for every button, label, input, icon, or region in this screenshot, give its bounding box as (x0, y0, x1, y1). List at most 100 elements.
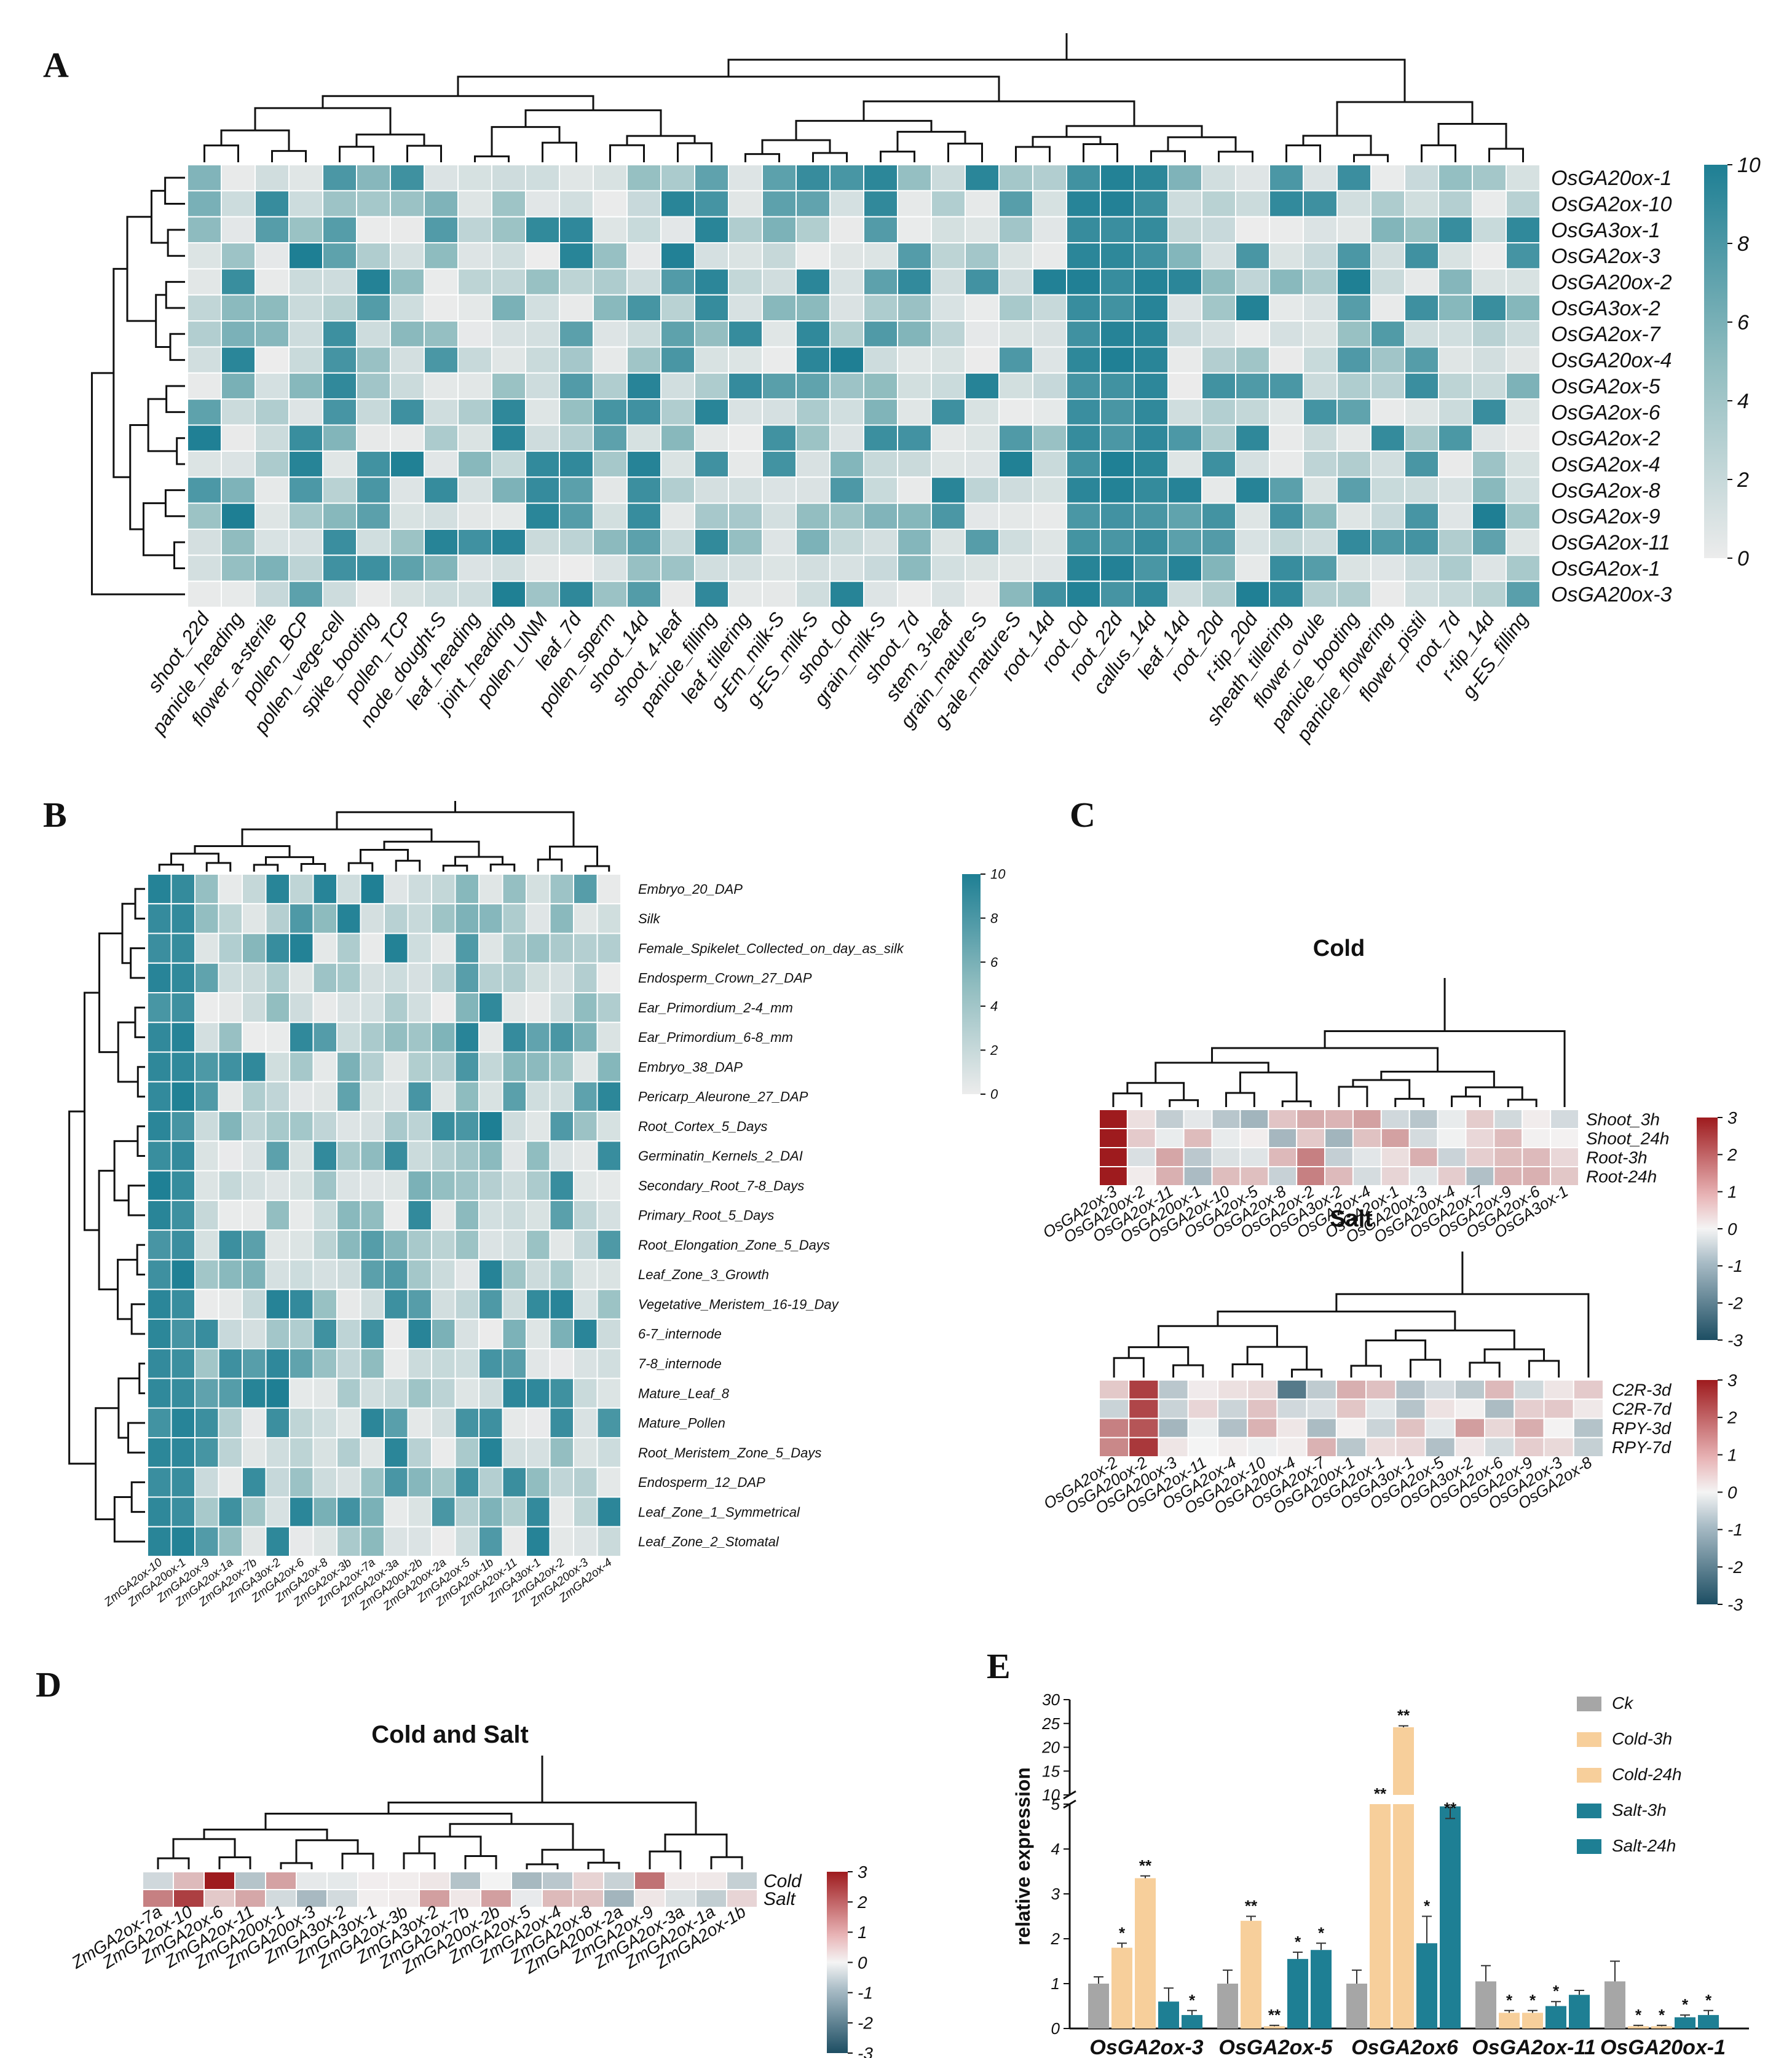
heatmap-cell (1424, 1437, 1456, 1457)
heatmap-cell (242, 1140, 267, 1172)
colorbar-label: 4 (990, 999, 998, 1014)
colorbar-label: 10 (1737, 154, 1761, 177)
heatmap-cell (288, 528, 323, 556)
heatmap-cell (502, 1081, 527, 1113)
heatmap-cell (289, 1259, 314, 1290)
heatmap-cell (289, 903, 314, 934)
heatmap-cell (357, 1889, 389, 1908)
heatmap-cell (1506, 268, 1541, 296)
heatmap-cell (218, 873, 243, 905)
bar (1605, 1981, 1625, 2028)
heatmap-cell (478, 1437, 503, 1469)
heatmap-cell (559, 554, 594, 582)
heatmap-cell (525, 294, 560, 322)
heatmap-cell (288, 320, 323, 348)
heatmap-cell (1100, 554, 1135, 582)
heatmap-cell (1100, 242, 1135, 270)
heatmap-cell (384, 1229, 409, 1261)
heatmap-cell (1247, 1379, 1278, 1400)
heatmap-cell (998, 502, 1033, 530)
heatmap-cell (424, 320, 459, 348)
heatmap-cell (1303, 294, 1338, 322)
heatmap-cell (356, 372, 391, 400)
heatmap-cell (1336, 268, 1372, 296)
heatmap-cell (289, 1407, 314, 1438)
heatmap-cell (1235, 476, 1270, 504)
column-dendrogram-branch (1167, 136, 1237, 152)
heatmap-cell (424, 268, 459, 296)
heatmap-cell (1066, 528, 1101, 556)
heatmap-cell (390, 502, 425, 530)
heatmap-cell (218, 1437, 243, 1469)
heatmap-cell (147, 1199, 172, 1231)
category-label: OsGA2ox-11 (1472, 2036, 1596, 2058)
heatmap-cell (1032, 242, 1067, 270)
heatmap-cell (255, 216, 290, 244)
bar (1569, 1995, 1590, 2028)
heatmap-cell (1438, 372, 1473, 400)
heatmap-cell (1269, 346, 1304, 374)
heatmap-cell (356, 476, 391, 504)
heatmap-cell (360, 962, 385, 994)
heatmap-cell (242, 1378, 267, 1409)
heatmap-cell (559, 580, 594, 608)
heatmap-cell (1201, 164, 1236, 192)
column-dendrogram-branch (395, 859, 421, 872)
heatmap-cell (573, 1051, 598, 1082)
heatmap-cell (1514, 1437, 1545, 1457)
heatmap-cell (1158, 1417, 1189, 1438)
heatmap-cell (1404, 554, 1439, 582)
heatmap-cell (218, 1081, 243, 1113)
heatmap-cell (360, 1170, 385, 1201)
heatmap-cell (1239, 1166, 1269, 1186)
heatmap-cell (1126, 1109, 1156, 1129)
heatmap-cell (1100, 424, 1135, 452)
column-dendrogram-branch (1336, 101, 1474, 136)
heatmap-cell (1573, 1417, 1604, 1438)
heatmap-cell (407, 1170, 432, 1201)
panel-letter-b: B (43, 795, 67, 835)
heatmap-cell (694, 424, 729, 452)
heatmap-cell (1099, 1379, 1130, 1400)
heatmap-cell (1484, 1417, 1515, 1438)
heatmap-cell (897, 242, 932, 270)
heatmap-cell (312, 1496, 337, 1528)
heatmap-cell (265, 1229, 290, 1261)
heatmap-cell (194, 1318, 219, 1350)
heatmap-cell (491, 242, 526, 270)
heatmap-cell (931, 580, 966, 608)
heatmap-cell (491, 164, 526, 192)
heatmap-cell (1404, 346, 1439, 374)
heatmap-cell (965, 268, 1000, 296)
heatmap-cell (419, 1871, 451, 1890)
column-dendrogram-branch (1291, 1368, 1323, 1378)
heatmap-cell (863, 320, 898, 348)
colorbar-label: 6 (1737, 311, 1749, 334)
colorbar-label: -1 (1727, 1520, 1743, 1539)
heatmap-cell (478, 1051, 503, 1082)
heatmap-cell (596, 1022, 622, 1053)
heatmap-cell (525, 190, 560, 218)
heatmap-cell (356, 450, 391, 478)
heatmap-cell (1032, 268, 1067, 296)
heatmap-cell (573, 1467, 598, 1498)
heatmap-cell (1167, 580, 1202, 608)
column-dendrogram-branch (1157, 1325, 1278, 1347)
heatmap-cell (424, 554, 459, 582)
heatmap-cell (312, 1199, 337, 1231)
heatmap-cell (795, 476, 831, 504)
row-dendrogram-branch (113, 1140, 138, 1202)
heatmap-cell (265, 873, 290, 905)
heatmap-cell (265, 1170, 290, 1201)
heatmap-cell (265, 992, 290, 1023)
heatmap-cell (998, 268, 1033, 296)
heatmap-cell (1183, 1166, 1213, 1186)
heatmap-cell (147, 1526, 172, 1557)
heatmap-cell (897, 476, 932, 504)
heatmap-cell (694, 502, 729, 530)
heatmap-cell (390, 424, 425, 452)
legend-label: Cold-24h (1612, 1765, 1682, 1784)
heatmap-cell (1235, 320, 1270, 348)
heatmap-cell (1438, 424, 1473, 452)
